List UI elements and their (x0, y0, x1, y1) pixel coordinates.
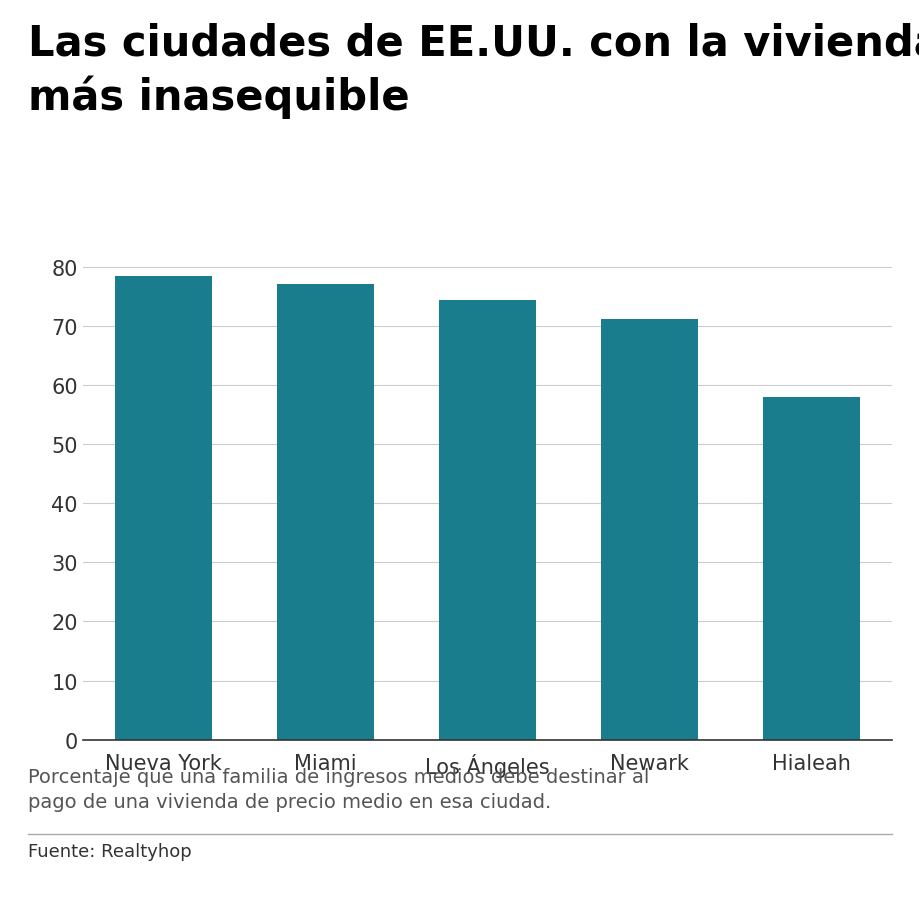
Text: Fuente: Realtyhop: Fuente: Realtyhop (28, 842, 191, 860)
Text: BBC: BBC (817, 857, 865, 877)
Bar (115, 277, 212, 740)
Bar (438, 301, 536, 740)
Text: Las ciudades de EE.UU. con la vivienda
más inasequible: Las ciudades de EE.UU. con la vivienda m… (28, 23, 919, 119)
Bar (600, 320, 698, 740)
Bar (277, 284, 374, 740)
Bar (762, 398, 859, 740)
Text: Porcentaje que una familia de ingresos medios debe destinar al
pago de una vivie: Porcentaje que una familia de ingresos m… (28, 767, 648, 811)
